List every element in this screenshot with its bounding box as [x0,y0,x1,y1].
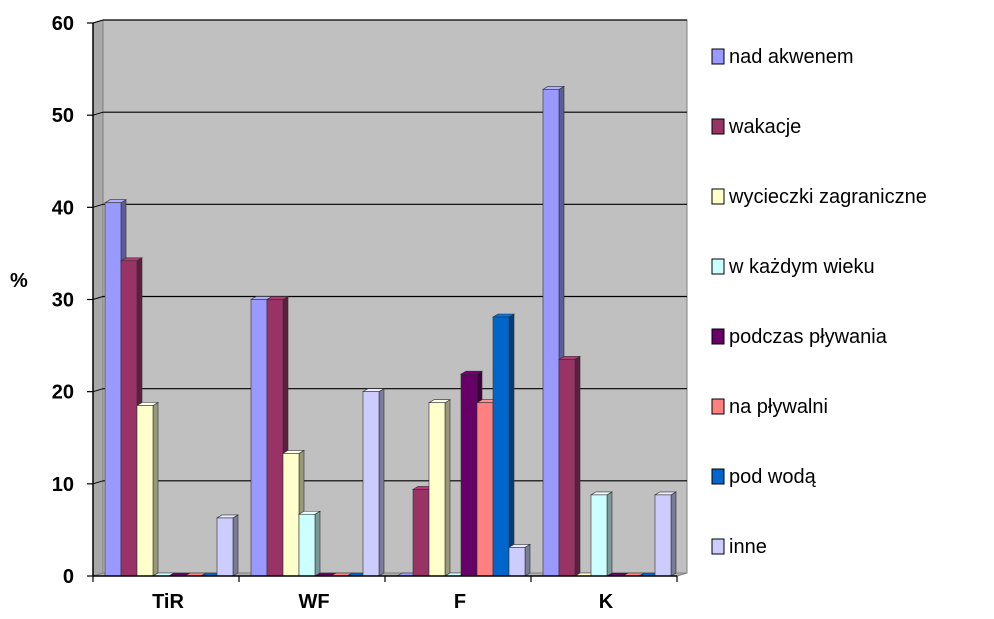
y-tick-label: 20 [52,382,74,404]
legend-item: wakacje [711,116,801,138]
legend-swatch [711,118,725,135]
legend-label: inne [729,536,767,558]
legend-swatch [711,468,725,485]
gridline-side [92,111,104,116]
legend: nad akwenem wakacje wycieczki zagraniczne w… [711,46,927,558]
x-tick-label: WF [298,591,329,613]
bar [361,388,386,577]
gridline-side [92,203,104,208]
y-axis-title: % [10,270,28,292]
legend-swatch [711,258,725,275]
y-tick-label: 30 [52,290,74,312]
y-axis: 0 10 20 30 40 50 60 [52,13,678,588]
gridline-side [92,480,104,485]
gridline-side [92,296,104,300]
legend-label: w każdym wieku [728,256,875,278]
bars [103,85,678,577]
legend-swatch [711,328,725,345]
x-tick-label: K [599,591,614,613]
y-tick-label: 50 [52,105,74,127]
y-tick-label: 10 [52,474,74,496]
y-tick-label: 0 [63,566,74,588]
legend-swatch [711,188,725,205]
bar [589,491,614,577]
bar [491,313,516,577]
x-axis: TiR WF F K [152,591,614,613]
legend-swatch [711,398,725,415]
legend-item: inne [711,536,767,558]
legend-label: wakacje [728,116,801,138]
legend-label: nad akwenem [729,46,854,68]
legend-swatch [711,538,725,555]
legend-item: podczas pływania [711,326,888,348]
legend-label: wycieczki zagraniczne [728,186,927,208]
legend-item: wycieczki zagraniczne [711,186,927,208]
bar [215,514,240,577]
bar [653,491,678,577]
x-tick-label: F [454,591,466,613]
legend-label: na pływalni [729,396,828,418]
legend-item: nad akwenem [711,46,854,68]
legend-item: na pływalni [711,396,828,418]
gridline-side [92,388,104,393]
legend-label: pod wodą [729,466,817,488]
legend-label: podczas pływania [729,326,888,348]
bar [135,401,160,577]
legend-swatch [711,48,725,65]
gridline-side [92,19,104,24]
bar [507,543,532,577]
legend-item: w każdym wieku [711,256,875,278]
bar [297,510,322,577]
y-tick-label: 40 [52,197,74,219]
legend-item: pod wodą [711,466,817,488]
y-tick-label: 60 [52,13,74,35]
bar [427,399,452,577]
x-tick-label: TiR [152,591,184,613]
bar [557,355,582,577]
plot-area [92,19,688,577]
